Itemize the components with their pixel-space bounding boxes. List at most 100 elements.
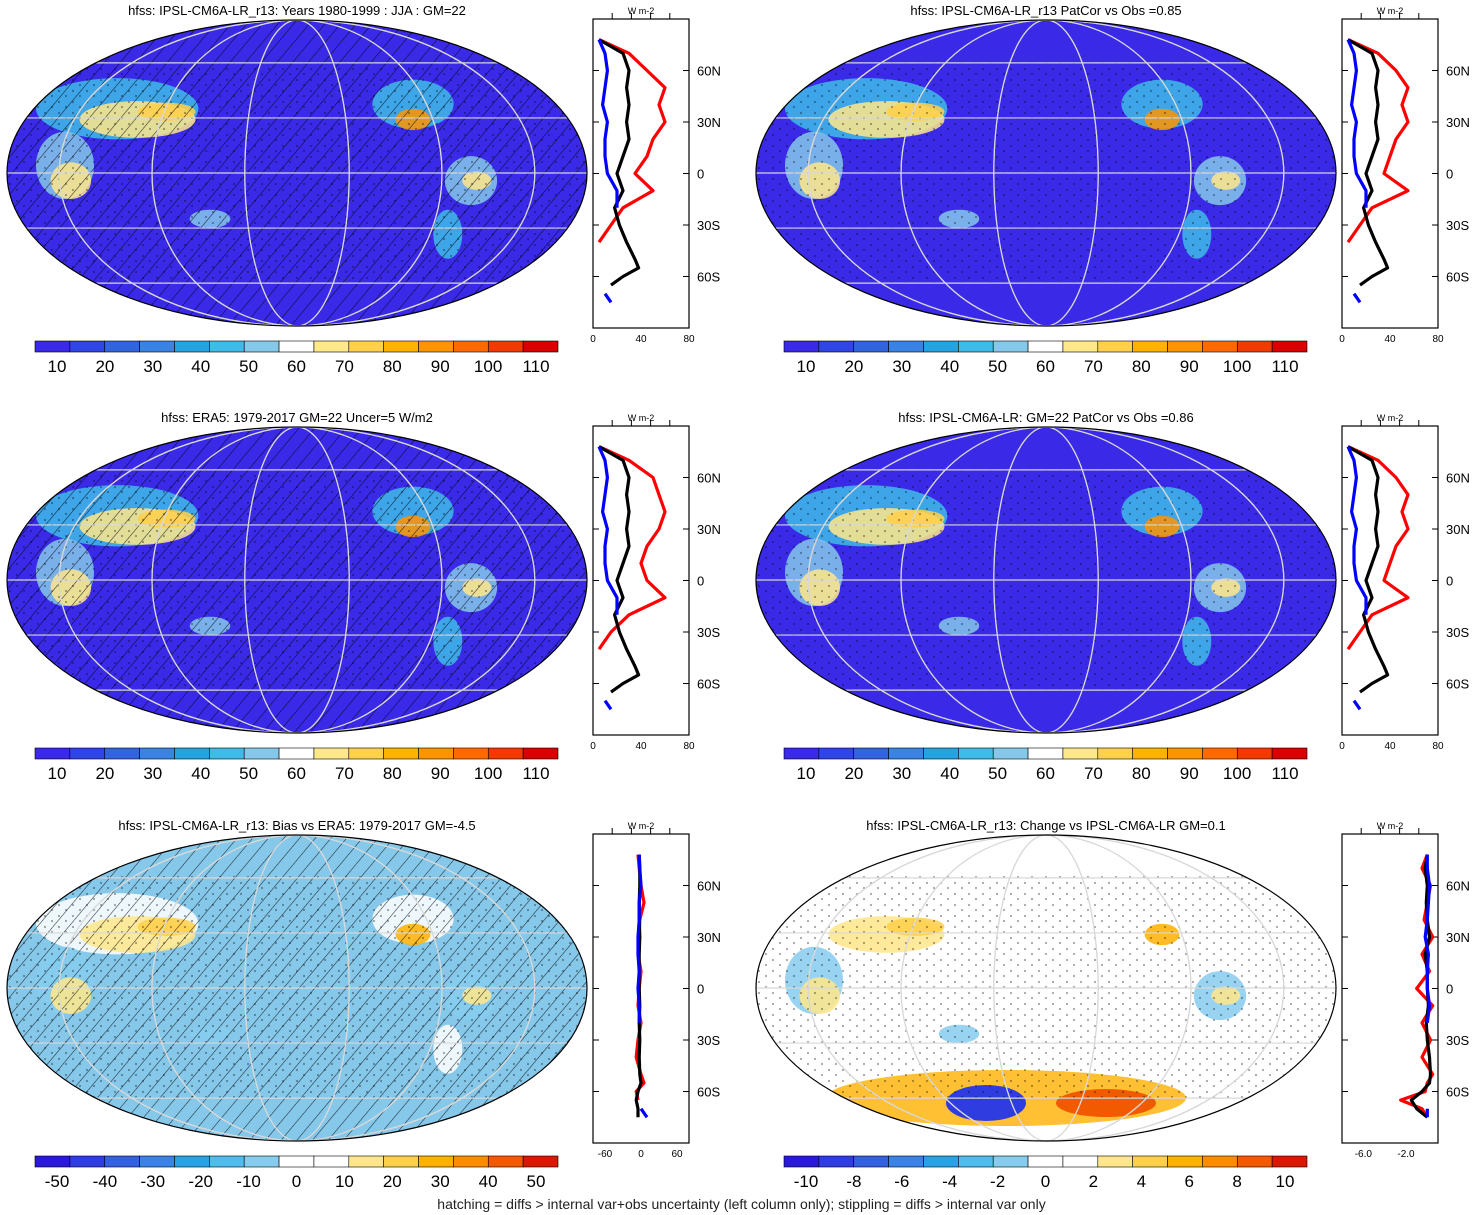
profile-lat-label: 30N (697, 522, 721, 537)
profile-units-label: W m-2 (1377, 413, 1404, 423)
profile-x-tick-label: -60 (598, 1149, 613, 1160)
colorbar-swatch (453, 1155, 489, 1168)
profile-x-tick-label: 0 (1339, 741, 1345, 752)
profile-lat-label: 60N (1446, 64, 1470, 79)
colorbar-swatch (69, 340, 106, 353)
colorbar-swatch (1132, 340, 1168, 353)
colorbar-tick-label: -10 (236, 1172, 261, 1191)
profile-lat-label: 0 (1446, 167, 1453, 182)
zonal-profile: W m-2 60N 30N 0 30S 60S 0 40 80 (590, 6, 721, 345)
panel-title: hfss: ERA5: 1979-2017 GM=22 Uncer=5 W/m2 (161, 410, 433, 425)
colorbar-swatch (853, 340, 889, 353)
colorbar-swatch (522, 340, 559, 353)
zonal-profile: W m-2 60N 30N 0 30S 60S 0 40 80 (1339, 6, 1470, 345)
panel-p6: hfss: IPSL-CM6A-LR_r13: Change vs IPSL-C… (755, 818, 1470, 1191)
colorbar-swatch (992, 340, 1029, 353)
colorbar-swatch (487, 340, 524, 353)
colorbar-tick-label: 100 (1223, 764, 1251, 783)
colorbar-tick-label: 30 (892, 764, 911, 783)
colorbar-tick-label: 110 (1271, 357, 1298, 376)
colorbar-swatch (888, 747, 924, 760)
colorbar-swatch (383, 1155, 419, 1168)
colorbar-swatch (453, 340, 489, 353)
colorbar-tick-label: 30 (892, 357, 911, 376)
colorbar-swatch (104, 1155, 140, 1168)
colorbar-tick-label: 90 (431, 764, 450, 783)
colorbar: 10 20 30 40 50 60 70 80 90 100 110 (34, 340, 559, 376)
colorbar-tick-label: 80 (1132, 764, 1151, 783)
colorbar-tick-label: 50 (527, 1172, 546, 1191)
profile-lat-label: 30N (697, 115, 721, 130)
colorbar-swatch (1236, 340, 1273, 353)
profile-lat-label: 60S (697, 1085, 720, 1100)
profile-x-tick-label: 0 (1339, 334, 1345, 345)
colorbar-swatch (1167, 1155, 1203, 1168)
profile-lat-label: 30S (1446, 218, 1469, 233)
colorbar-tick-label: -6 (894, 1172, 909, 1191)
zonal-profile: W m-2 60N 30N 0 30S 60S -60 0 60 (592, 821, 721, 1160)
colorbar-tick-label: 50 (239, 357, 258, 376)
colorbar-swatch (992, 1155, 1029, 1168)
profile-series-line (597, 445, 667, 651)
colorbar-swatch (209, 340, 245, 353)
profile-lat-label: 0 (1446, 574, 1453, 589)
colorbar-tick-label: 100 (1223, 357, 1251, 376)
profile-lat-label: 60S (697, 270, 720, 285)
colorbar-tick-label: 50 (988, 764, 1007, 783)
profile-x-tick-label: 80 (1432, 334, 1444, 345)
colorbar-swatch (958, 747, 994, 760)
colorbar-tick-label: 6 (1184, 1172, 1193, 1191)
colorbar-swatch (1271, 340, 1308, 353)
profile-series-line (1346, 38, 1410, 244)
colorbar-tick-label: 90 (1180, 357, 1199, 376)
profile-lat-label: 60N (697, 471, 721, 486)
colorbar-tick-label: 8 (1232, 1172, 1241, 1191)
colorbar-swatch (522, 747, 559, 760)
colorbar-swatch (383, 340, 419, 353)
colorbar-swatch (104, 340, 140, 353)
colorbar: -10 -8 -6 -4 -2 0 2 4 6 8 10 (783, 1155, 1308, 1191)
colorbar-swatch (1236, 1155, 1273, 1168)
colorbar-tick-label: -40 (93, 1172, 118, 1191)
profile-lat-label: 60S (1446, 270, 1469, 285)
colorbar-tick-label: 100 (474, 357, 502, 376)
colorbar-swatch (418, 1155, 454, 1168)
colorbar-tick-label: 10 (335, 1172, 354, 1191)
map-border (6, 426, 588, 734)
colorbar-tick-label: 30 (431, 1172, 450, 1191)
colorbar-swatch (174, 747, 210, 760)
profile-x-tick-label: 40 (1384, 741, 1396, 752)
colorbar-swatch (418, 340, 454, 353)
panel-title: hfss: IPSL-CM6A-LR_r13 PatCor vs Obs =0.… (910, 3, 1181, 18)
colorbar-swatch (1202, 747, 1238, 760)
colorbar-swatch (209, 747, 245, 760)
colorbar-tick-label: 70 (335, 764, 354, 783)
profile-lat-label: 60N (697, 64, 721, 79)
colorbar-swatch (453, 747, 489, 760)
profile-units-label: W m-2 (628, 821, 655, 831)
profile-lat-label: 60S (1446, 1085, 1469, 1100)
map-field (7, 427, 587, 733)
zonal-profile: W m-2 60N 30N 0 30S 60S -6.0 -2.0 (1341, 821, 1470, 1160)
colorbar-tick-label: 110 (522, 764, 549, 783)
colorbar-swatch (34, 1155, 71, 1168)
profile-lat-label: 30N (697, 930, 721, 945)
profile-x-tick-label: 40 (635, 741, 647, 752)
panel-p4: hfss: IPSL-CM6A-LR: GM=22 PatCor vs Obs … (755, 410, 1470, 783)
panel-title: hfss: IPSL-CM6A-LR: GM=22 PatCor vs Obs … (898, 410, 1194, 425)
colorbar-swatch (383, 747, 419, 760)
colorbar-tick-label: 90 (1180, 764, 1199, 783)
profile-lat-label: 60S (697, 677, 720, 692)
colorbar-tick-label: 40 (479, 1172, 498, 1191)
profile-series-line (1347, 445, 1390, 694)
profile-x-tick-label: -2.0 (1397, 1149, 1415, 1160)
colorbar-swatch (958, 340, 994, 353)
colorbar-swatch (139, 340, 175, 353)
profile-lat-label: 30S (697, 218, 720, 233)
colorbar-tick-label: 20 (95, 764, 114, 783)
profile-x-tick-label: 80 (1432, 741, 1444, 752)
profile-lat-label: 0 (697, 982, 704, 997)
colorbar-swatch (888, 340, 924, 353)
colorbar-tick-label: 10 (48, 357, 67, 376)
map-border (755, 426, 1337, 734)
